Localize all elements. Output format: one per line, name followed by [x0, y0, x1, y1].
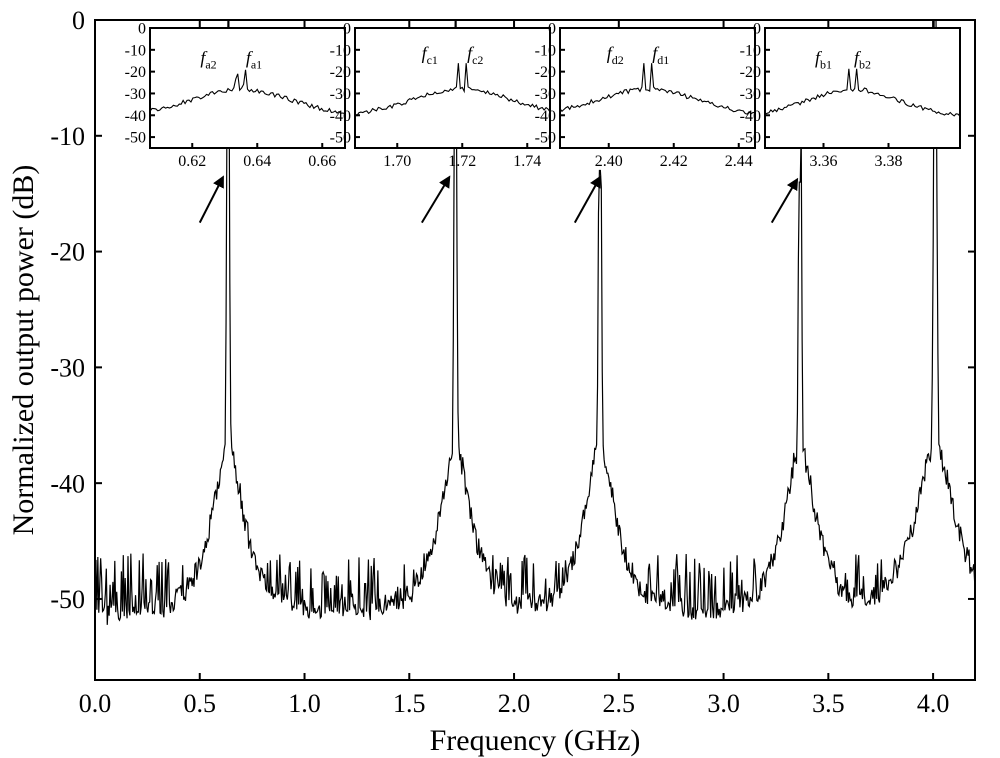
- xtick-label: 3.5: [812, 689, 845, 718]
- inset-ytick-label: -40: [125, 108, 146, 125]
- inset-ytick-label: -20: [330, 64, 351, 81]
- chart-container: { "canvas": { "width": 1000, "height": 7…: [0, 0, 1000, 758]
- inset-xtick-label: 0.64: [243, 153, 271, 170]
- xlabel: Frequency (GHz): [430, 724, 641, 757]
- xtick-label: 3.0: [707, 689, 740, 718]
- inset-ytick-label: -10: [330, 42, 351, 59]
- ytick-label: -20: [50, 238, 85, 267]
- inset-xtick-label: 0.66: [308, 153, 336, 170]
- inset-ytick-label: -10: [740, 42, 761, 59]
- ytick-label: 0: [72, 6, 85, 35]
- inset-ytick-label: -30: [330, 86, 351, 103]
- ytick-label: -40: [50, 469, 85, 498]
- inset-ytick-label: -10: [125, 42, 146, 59]
- inset-ytick-label: -50: [740, 130, 761, 147]
- inset-ytick-label: 0: [548, 21, 556, 38]
- xtick-label: 2.5: [603, 689, 636, 718]
- inset-xtick-label: 1.74: [513, 153, 541, 170]
- inset-ytick-label: 0: [753, 21, 761, 38]
- inset-xtick-label: 2.40: [595, 153, 623, 170]
- inset-ytick-label: -50: [125, 130, 146, 147]
- inset-ytick-label: -50: [330, 130, 351, 147]
- spectrum-figure: 0.0 0.5 1.0 1.5 2.0 2.5 3.0 3.5 4.0 0 -10 -20 -30 -40…: [0, 0, 1000, 758]
- xtick-label: 4.0: [917, 689, 950, 718]
- inset-xtick-label: 3.38: [875, 153, 903, 170]
- xtick-label: 2.0: [498, 689, 531, 718]
- inset-ytick-label: -10: [535, 42, 556, 59]
- inset-ytick-label: -20: [125, 64, 146, 81]
- inset-ytick-label: -20: [535, 64, 556, 81]
- inset-ytick-label: 0: [138, 21, 146, 38]
- xtick-label: 1.5: [393, 689, 426, 718]
- inset-ytick-label: -40: [535, 108, 556, 125]
- inset-ytick-label: -40: [740, 108, 761, 125]
- inset-xtick-label: 3.36: [810, 153, 838, 170]
- inset-xtick-label: 1.72: [448, 153, 476, 170]
- ylabel: Normalized output power (dB): [7, 165, 40, 536]
- inset-xtick-label: 0.62: [178, 153, 206, 170]
- ytick-label: -10: [50, 122, 85, 151]
- ytick-label: -30: [50, 353, 85, 382]
- inset-ytick-label: -20: [740, 64, 761, 81]
- inset-xtick-label: 2.42: [660, 153, 688, 170]
- xtick-label: 1.0: [288, 689, 321, 718]
- xtick-label: 0.0: [79, 689, 112, 718]
- inset-ytick-label: -50: [535, 130, 556, 147]
- inset-ytick-label: -30: [535, 86, 556, 103]
- inset-xtick-label: 1.70: [383, 153, 411, 170]
- xtick-label: 0.5: [184, 689, 217, 718]
- inset-ytick-label: 0: [343, 21, 351, 38]
- inset-ytick-label: -30: [125, 86, 146, 103]
- ytick-label: -50: [50, 585, 85, 614]
- inset-ytick-label: -40: [330, 108, 351, 125]
- inset-ytick-label: -30: [740, 86, 761, 103]
- inset-xtick-label: 2.44: [725, 153, 753, 170]
